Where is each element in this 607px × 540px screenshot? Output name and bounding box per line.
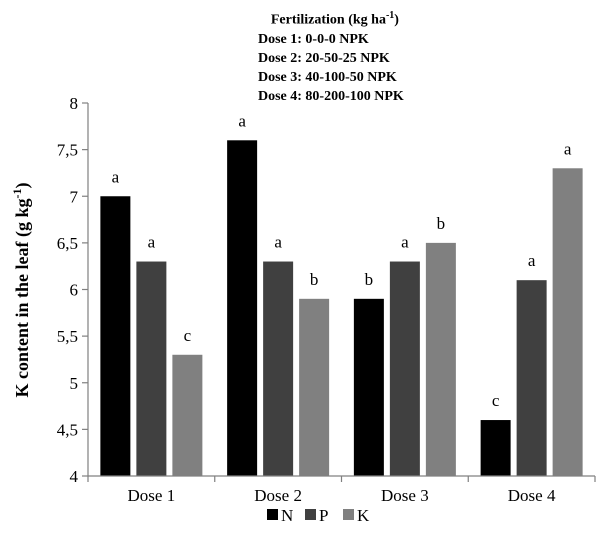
y-tick-label: 7,5 [57,141,78,160]
bar-N-1 [100,196,131,476]
annotation-line-3: Dose 3: 40-100-50 NPK [258,69,397,85]
bar-K-4 [552,168,583,476]
fertilization-annotation: Fertilization (kg ha-1) Dose 1: 0-0-0 NP… [258,6,404,106]
annotation-title: Fertilization (kg ha-1) [270,10,399,28]
legend-swatch-N [267,509,278,520]
bar-N-3 [353,298,384,476]
legend-label-P: P [319,506,328,525]
data-label: a [238,111,246,130]
data-label: a [564,139,572,158]
bar-P-4 [516,280,547,476]
data-label: b [437,214,446,233]
y-axis: 4 4,5 5 5,5 6 6,5 7 7,5 8 [57,94,89,486]
data-label: c [492,391,500,410]
legend-label-N: N [281,506,293,525]
x-category-label: Dose 3 [381,486,429,505]
annotation-line-2: Dose 2: 20-50-25 NPK [258,50,390,66]
y-axis-label: K content in the leaf (g kg-1) [10,183,33,398]
data-label: b [365,270,374,289]
data-label: a [528,251,536,270]
y-tick-label: 8 [70,94,79,113]
data-label: a [112,167,120,186]
bar-P-2 [263,261,294,476]
y-tick-label: 6,5 [57,234,78,253]
legend-swatch-P [305,509,316,520]
x-category-label: Dose 4 [508,486,556,505]
bar-P-1 [136,261,167,476]
bar-K-3 [425,242,456,476]
data-labels: a a c a a b b a b c a a [112,111,572,410]
bar-N-4 [480,420,511,476]
data-label: c [184,326,192,345]
y-tick-label: 4,5 [57,420,78,439]
y-axis-label-close: ) [12,183,33,189]
annotation-line-4: Dose 4: 80-200-100 NPK [258,88,404,104]
y-tick-label: 5,5 [57,327,78,346]
x-category-label: Dose 1 [128,486,176,505]
bar-K-1 [172,354,203,476]
y-tick-label: 5 [70,374,79,393]
x-axis: Dose 1 Dose 2 Dose 3 Dose 4 [87,475,596,505]
data-label: a [148,233,156,252]
y-tick-label: 7 [70,187,79,206]
legend-swatch-K [343,509,354,520]
y-axis-label-text: K content in the leaf (g kg [12,199,33,398]
y-tick-label: 4 [70,467,79,486]
bars [100,140,583,477]
data-label: a [274,233,282,252]
bar-N-2 [227,140,258,477]
x-category-label: Dose 2 [254,486,302,505]
bar-P-3 [389,261,420,476]
data-label: b [310,270,319,289]
data-label: a [401,233,409,252]
y-tick-label: 6 [70,281,79,300]
bar-K-2 [299,298,330,476]
legend-label-K: K [357,506,370,525]
annotation-line-1: Dose 1: 0-0-0 NPK [258,31,369,47]
y-axis-label-sup: -1 [10,189,24,199]
